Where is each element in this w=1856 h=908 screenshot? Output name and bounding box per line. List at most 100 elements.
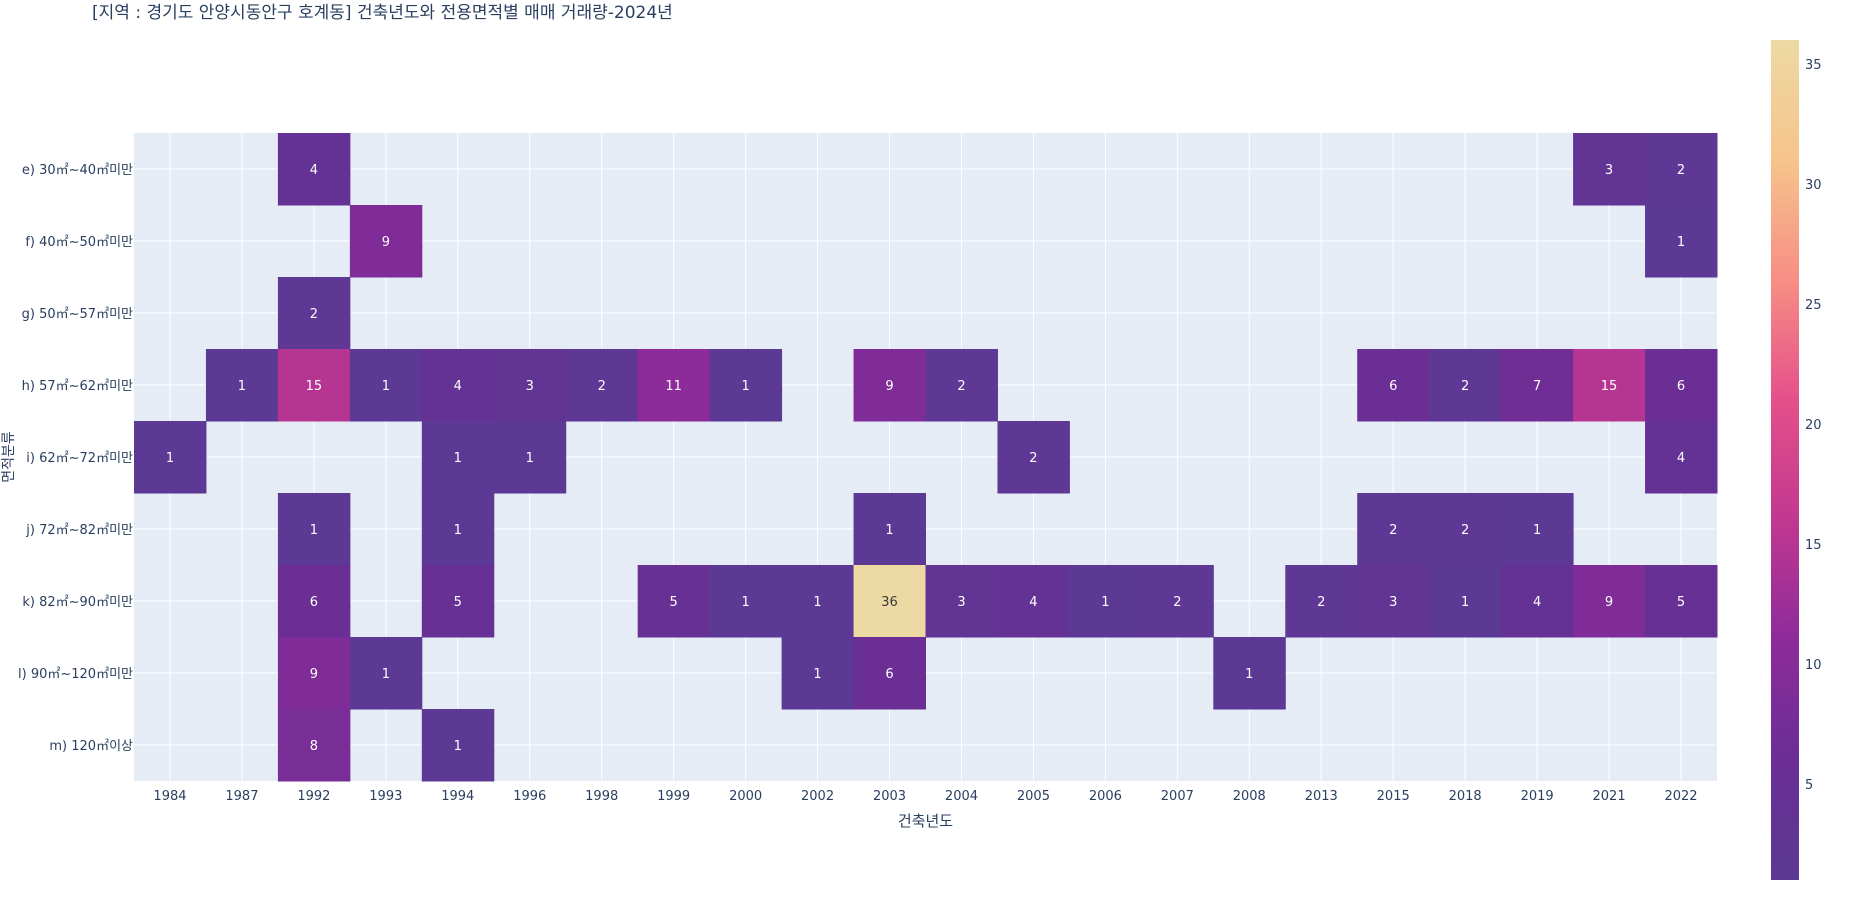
cell-value-label: 2: [1029, 451, 1037, 466]
cell-value-label: 11: [665, 379, 682, 394]
heatmap-cell: [637, 565, 711, 638]
cell-value-label: 9: [1605, 595, 1613, 610]
cell-value-label: 7: [1533, 379, 1541, 394]
heatmap-cell: [1285, 565, 1358, 638]
x-tick-label: 1993: [369, 789, 402, 804]
cell-value-label: 5: [670, 595, 678, 610]
heatmap-cell: [1357, 493, 1430, 566]
heatmap-cell: [205, 349, 279, 422]
heatmap-cell: [1429, 349, 1502, 422]
cell-value-label: 1: [1677, 235, 1685, 250]
heatmap-cell: [349, 349, 423, 422]
heatmap-cell: [421, 709, 495, 782]
cell-value-label: 6: [310, 595, 318, 610]
heatmap-cell: [277, 709, 351, 782]
x-tick-label: 1996: [513, 789, 546, 804]
x-tick-label: 2004: [945, 789, 978, 804]
cell-value-label: 2: [1317, 595, 1325, 610]
x-tick-label: 1992: [297, 789, 330, 804]
cell-value-label: 3: [1389, 595, 1397, 610]
x-tick-label: 2003: [873, 789, 906, 804]
x-tick-label: 2006: [1089, 789, 1122, 804]
colorbar-tick-label: 5: [1805, 778, 1813, 793]
cell-value-label: 3: [1605, 163, 1613, 178]
cell-value-label: 9: [310, 667, 318, 682]
heatmap-cell: [277, 637, 351, 710]
cell-value-label: 8: [310, 739, 318, 754]
x-tick-label: 2022: [1664, 789, 1697, 804]
cell-value-label: 1: [454, 451, 462, 466]
cell-value-label: 2: [1677, 163, 1685, 178]
cell-value-label: 3: [957, 595, 965, 610]
x-tick-label: 2013: [1305, 789, 1338, 804]
heatmap-cell: [709, 565, 783, 638]
heatmap-cell: [853, 493, 926, 566]
cell-value-label: 1: [166, 451, 174, 466]
cell-value-label: 4: [1677, 451, 1685, 466]
cell-value-label: 4: [1029, 595, 1037, 610]
heatmap-cell: [997, 565, 1070, 638]
heatmap-cell: [997, 421, 1070, 494]
cell-value-label: 2: [1389, 523, 1397, 538]
y-axis-title: 면적분류: [1, 431, 17, 483]
x-tick-label: 2008: [1233, 789, 1266, 804]
x-tick-label: 1987: [225, 789, 258, 804]
cell-value-label: 4: [454, 379, 462, 394]
cell-value-label: 1: [813, 667, 821, 682]
cell-value-label: 1: [526, 451, 534, 466]
x-tick-label: 2021: [1593, 789, 1626, 804]
x-tick-label: 1999: [657, 789, 690, 804]
colorbar-tick-label: 25: [1805, 298, 1822, 313]
cell-value-label: 2: [1461, 523, 1469, 538]
chart-title: [지역 : 경기도 안양시동안구 호계동] 건축년도와 전용면적별 매매 거래량…: [92, 3, 673, 23]
colorbar-tick-label: 20: [1805, 418, 1822, 433]
y-tick-label: k) 82㎡~90㎡미만: [22, 595, 133, 610]
y-tick-label: e) 30㎡~40㎡미만: [22, 163, 133, 178]
x-tick-label: 2007: [1161, 789, 1194, 804]
cell-value-label: 5: [454, 595, 462, 610]
colorbar-tick-label: 30: [1805, 178, 1822, 193]
heatmap-cell: [853, 349, 926, 422]
x-tick-label: 1994: [441, 789, 474, 804]
cell-value-label: 9: [885, 379, 893, 394]
x-tick-label: 1998: [585, 789, 618, 804]
x-tick-label: 2005: [1017, 789, 1050, 804]
heatmap-cell: [277, 133, 351, 206]
colorbar-tick-label: 15: [1805, 538, 1822, 553]
cell-value-label: 36: [881, 595, 898, 610]
cell-value-label: 1: [741, 595, 749, 610]
x-tick-label: 2002: [801, 789, 834, 804]
heatmap-cell: [1501, 493, 1574, 566]
cell-value-label: 2: [957, 379, 965, 394]
heatmap-cell: [1213, 637, 1286, 710]
cell-value-label: 2: [310, 307, 318, 322]
x-tick-label: 1984: [153, 789, 186, 804]
cell-value-label: 1: [813, 595, 821, 610]
heatmap-cell: [1141, 565, 1214, 638]
heatmap-cell: [637, 349, 711, 422]
cell-value-label: 1: [1533, 523, 1541, 538]
cell-value-label: 1: [310, 523, 318, 538]
heatmap-cell: [277, 493, 351, 566]
cell-value-label: 1: [1101, 595, 1109, 610]
y-tick-label: j) 72㎡~82㎡미만: [25, 523, 133, 538]
y-tick-label: f) 40㎡~50㎡미만: [25, 235, 133, 250]
heatmap-cell: [925, 349, 998, 422]
heatmap-cell: [421, 565, 495, 638]
colorbar-tick-label: 35: [1805, 58, 1822, 73]
y-tick-label: g) 50㎡~57㎡미만: [22, 307, 133, 322]
heatmap-cell: [1501, 565, 1574, 638]
heatmap-cell: [1069, 565, 1142, 638]
cell-value-label: 1: [382, 667, 390, 682]
heatmap-cell: [421, 493, 495, 566]
cell-value-label: 2: [1173, 595, 1181, 610]
heatmap-cell: [493, 349, 567, 422]
heatmap-cell: [421, 421, 495, 494]
cell-value-label: 9: [382, 235, 390, 250]
cell-value-label: 1: [1461, 595, 1469, 610]
heatmap-cell: [1501, 349, 1574, 422]
heatmap-cell: [493, 421, 567, 494]
x-tick-label: 2015: [1377, 789, 1410, 804]
cell-value-label: 1: [1245, 667, 1253, 682]
